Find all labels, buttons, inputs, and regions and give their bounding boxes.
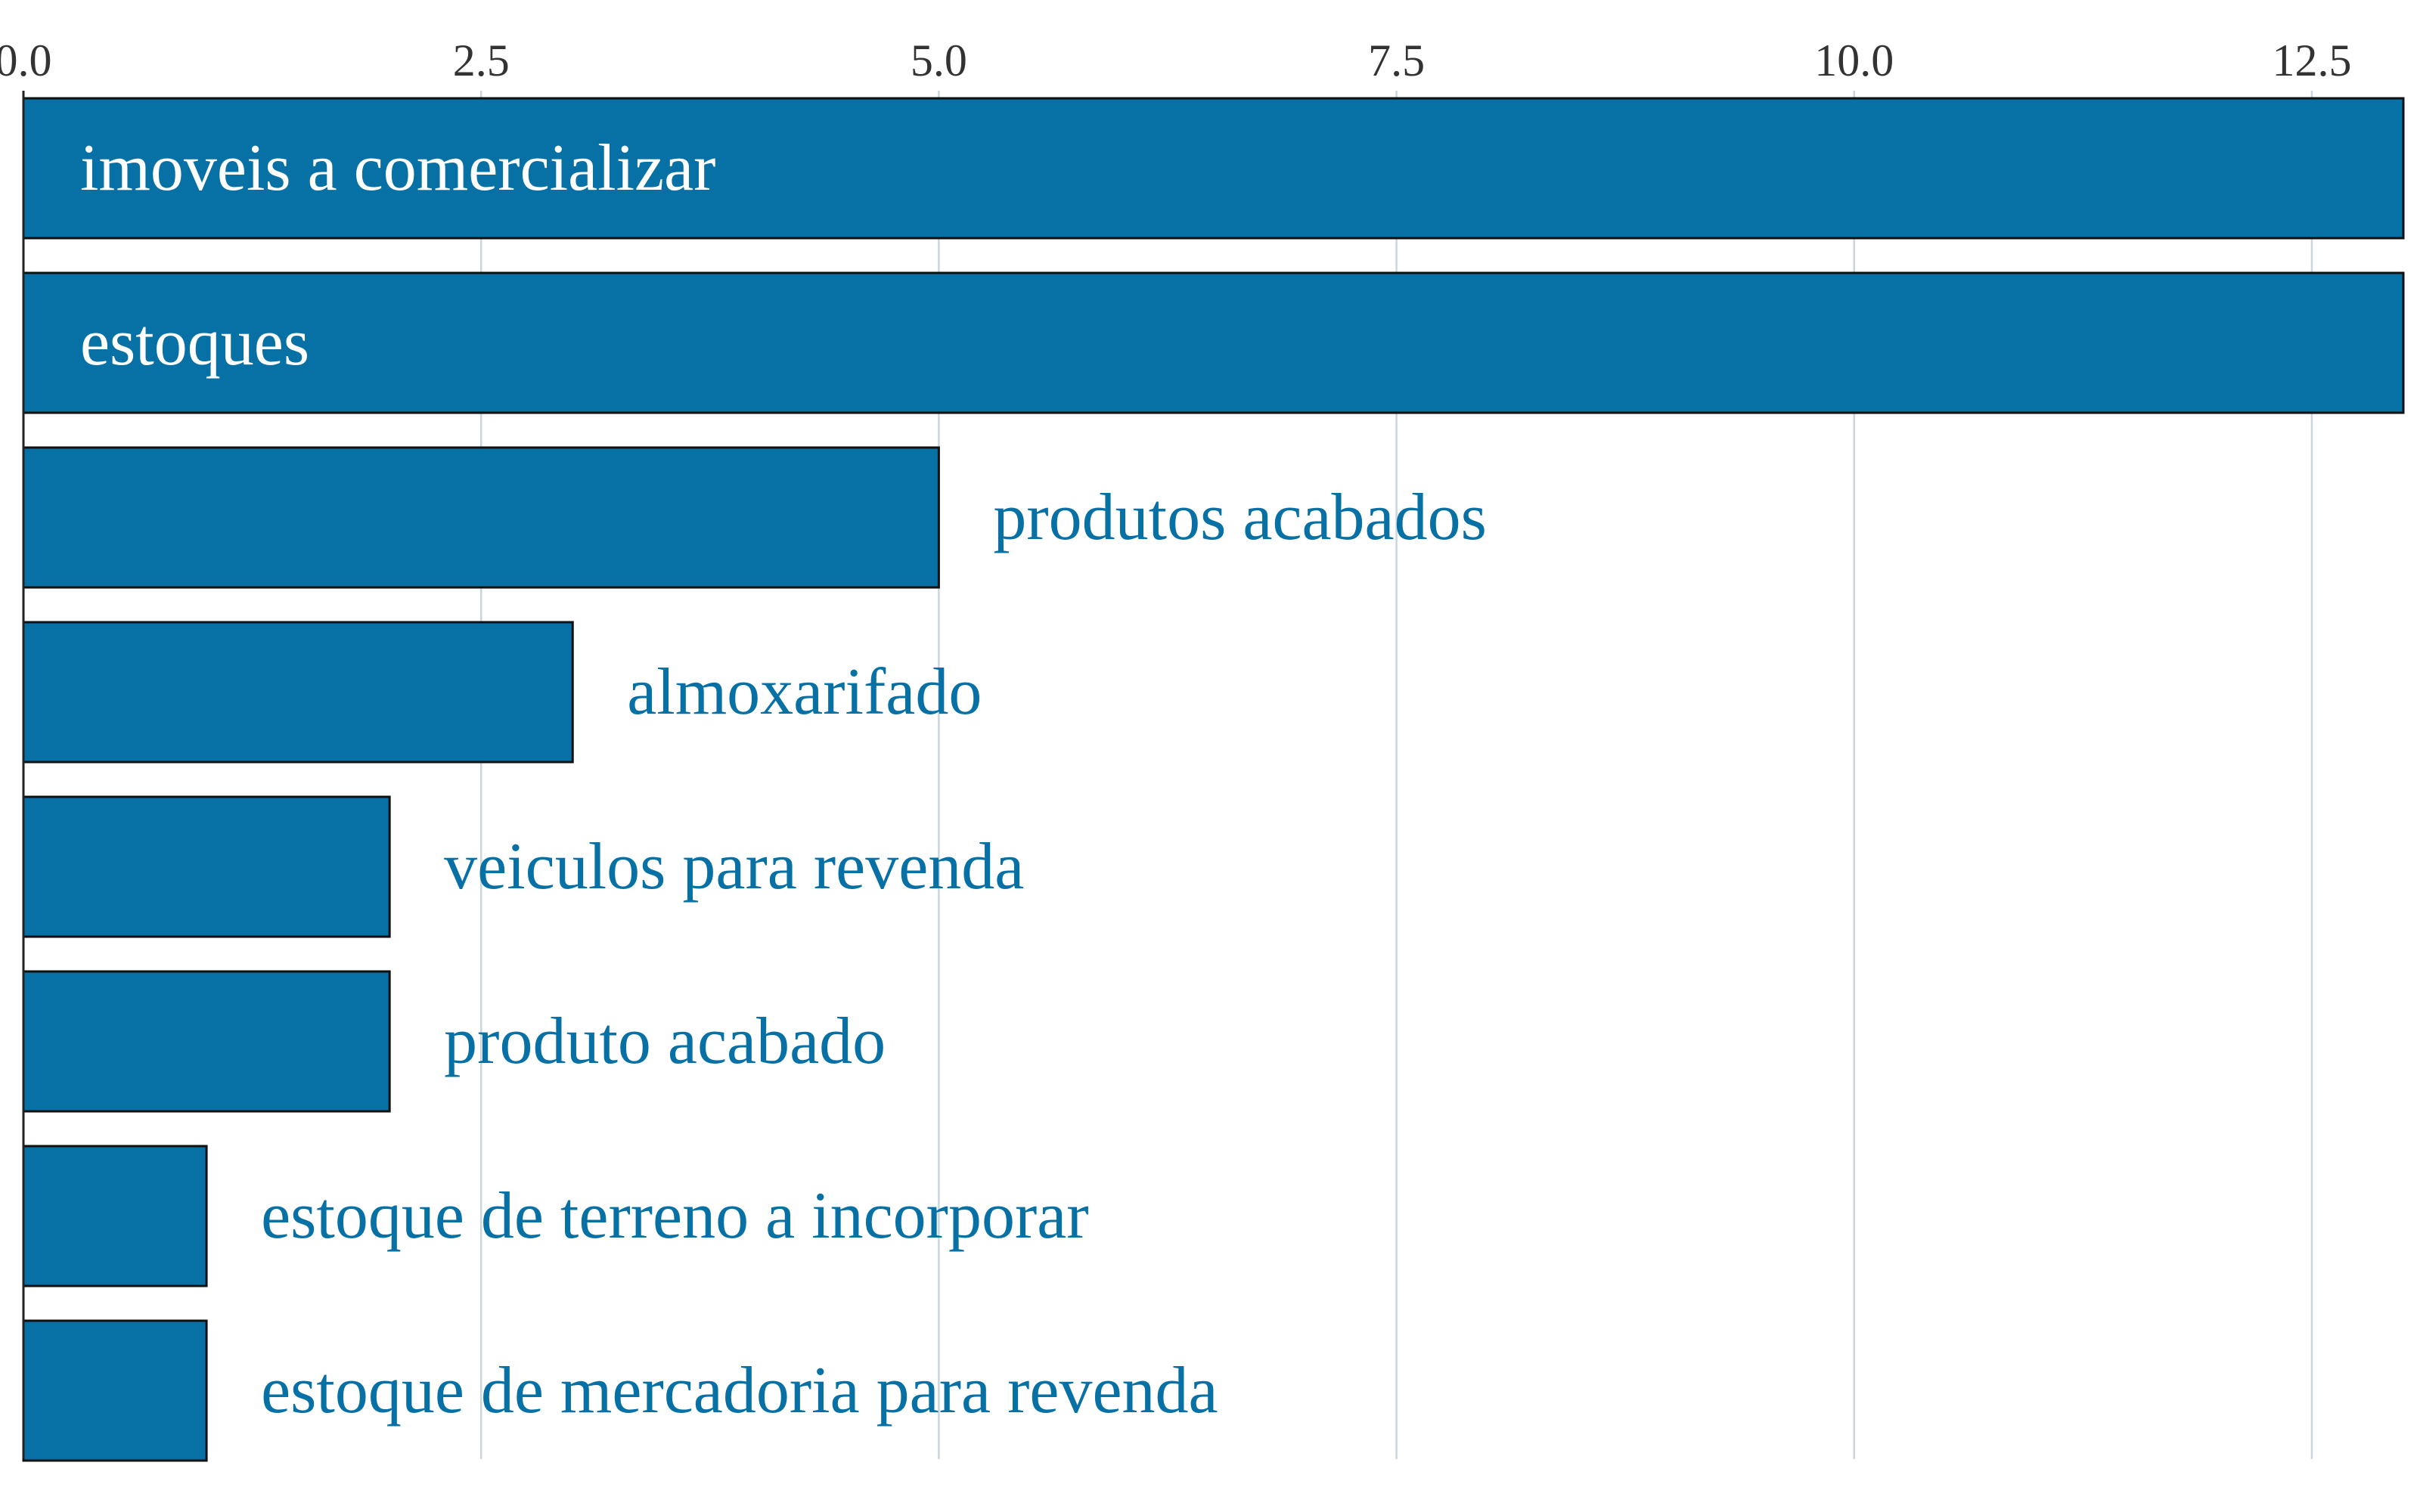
bar-labels: imoveis a comercializar estoques produtos … xyxy=(80,132,1487,1427)
bar xyxy=(22,621,574,764)
x-tick-label: 10.0 xyxy=(1814,36,1894,85)
bars xyxy=(22,97,2405,1462)
bar-label: produto acabado xyxy=(444,1005,886,1078)
x-axis-ticks: 0.0 2.5 5.0 7.5 10.0 12.5 xyxy=(0,36,2351,85)
bar xyxy=(22,970,391,1113)
bar-label: veiculos para revenda xyxy=(444,830,1024,903)
bar-label: almoxarifado xyxy=(627,655,982,729)
x-tick-label: 5.0 xyxy=(911,36,967,85)
bar-label: imoveis a comercializar xyxy=(80,132,715,205)
bar xyxy=(22,97,2405,240)
bar-label: estoques xyxy=(80,306,309,380)
bar-label: estoque de mercadoria para revenda xyxy=(261,1354,1218,1427)
bar xyxy=(22,795,391,938)
bar-label: produtos acabados xyxy=(993,481,1486,554)
bar xyxy=(22,1319,208,1462)
x-tick-label: 7.5 xyxy=(1368,36,1425,85)
bar xyxy=(22,1145,208,1287)
x-tick-label: 12.5 xyxy=(2272,36,2351,85)
bar xyxy=(22,271,2405,414)
bar-label: estoque de terreno a incorporar xyxy=(261,1179,1089,1253)
bar xyxy=(22,446,940,589)
x-tick-label: 2.5 xyxy=(453,36,510,85)
x-tick-label: 0.0 xyxy=(0,36,52,85)
